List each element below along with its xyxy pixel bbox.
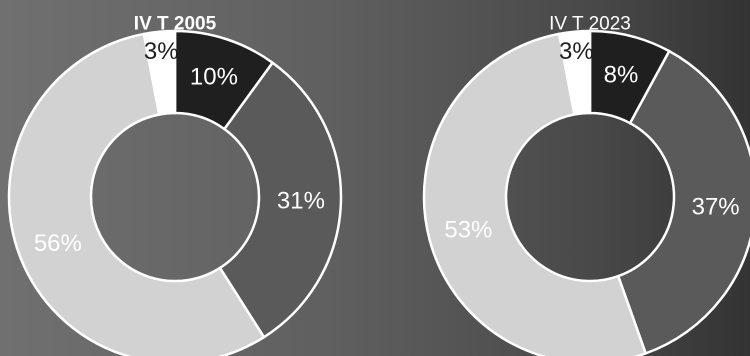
slice-31-label: 31% bbox=[277, 187, 325, 214]
donut-chart-2023: 8% 37% 53% 3% IV T 2023 bbox=[422, 14, 750, 356]
slice-3-label: 3% bbox=[559, 38, 594, 65]
slice-37-segment bbox=[616, 49, 750, 355]
slice-3-segment bbox=[557, 29, 592, 116]
donut-chart-2005: 10% 31% 56% 3% IV T 2005 bbox=[7, 14, 343, 356]
slice-10-label: 10% bbox=[190, 64, 238, 91]
chart-title: IV T 2005 bbox=[134, 14, 217, 35]
slice-37-label: 37% bbox=[692, 193, 740, 220]
slice-56-segment bbox=[7, 32, 266, 356]
slice-56-label: 56% bbox=[34, 230, 82, 257]
slice-31-segment bbox=[218, 60, 343, 339]
slice-53-segment bbox=[422, 32, 648, 356]
slice-3-label: 3% bbox=[144, 38, 179, 65]
chart-title: IV T 2023 bbox=[549, 14, 631, 35]
slice-3-segment bbox=[142, 29, 177, 116]
slice-8-label: 8% bbox=[604, 61, 639, 88]
slice-53-label: 53% bbox=[444, 216, 492, 243]
